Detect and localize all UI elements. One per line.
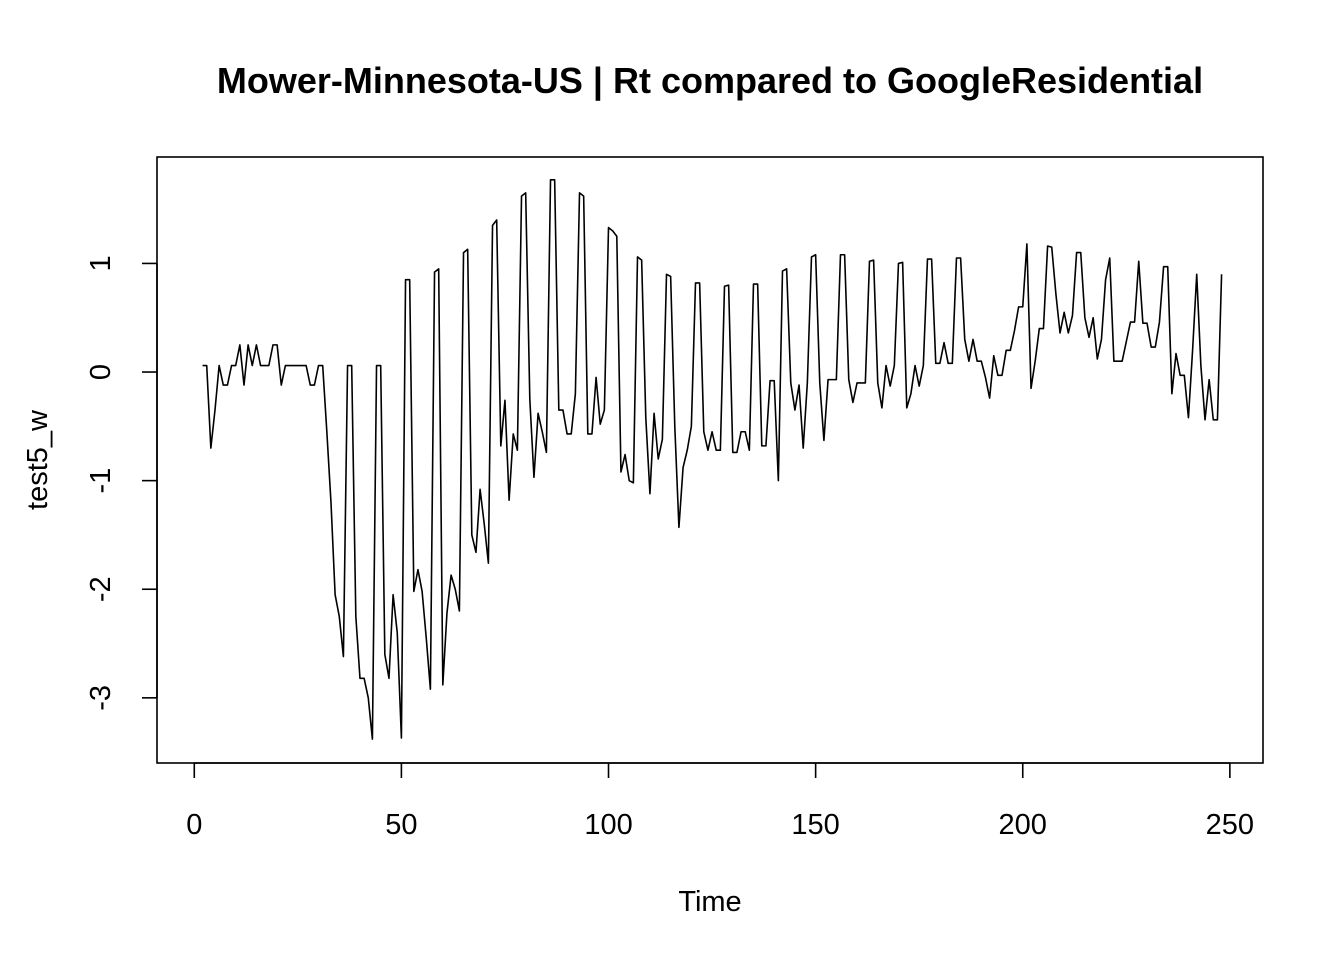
plot-frame bbox=[156, 156, 1264, 764]
y-axis-label: test5_w bbox=[22, 409, 54, 510]
series-line bbox=[202, 179, 1223, 740]
y-tick-label: -3 bbox=[85, 685, 117, 711]
series-group bbox=[202, 179, 1223, 740]
x-tick-label: 150 bbox=[791, 809, 839, 841]
x-tick-label: 0 bbox=[186, 809, 202, 841]
y-tick-label: 1 bbox=[85, 255, 117, 271]
x-tick-label: 50 bbox=[385, 809, 417, 841]
y-axis: -3 -2 -1 0 1 bbox=[85, 255, 158, 711]
x-tick-label: 250 bbox=[1206, 809, 1254, 841]
y-tick-label: -1 bbox=[85, 468, 117, 494]
x-tick-label: 200 bbox=[999, 809, 1047, 841]
x-axis: 0 50 100 150 200 250 bbox=[186, 762, 1254, 841]
x-axis-label: Time bbox=[678, 886, 741, 918]
y-tick-label: 0 bbox=[85, 364, 117, 380]
x-tick-label: 100 bbox=[584, 809, 632, 841]
y-tick-label: -2 bbox=[85, 576, 117, 602]
chart-title: Mower-Minnesota-US | Rt compared to Goog… bbox=[217, 60, 1203, 102]
